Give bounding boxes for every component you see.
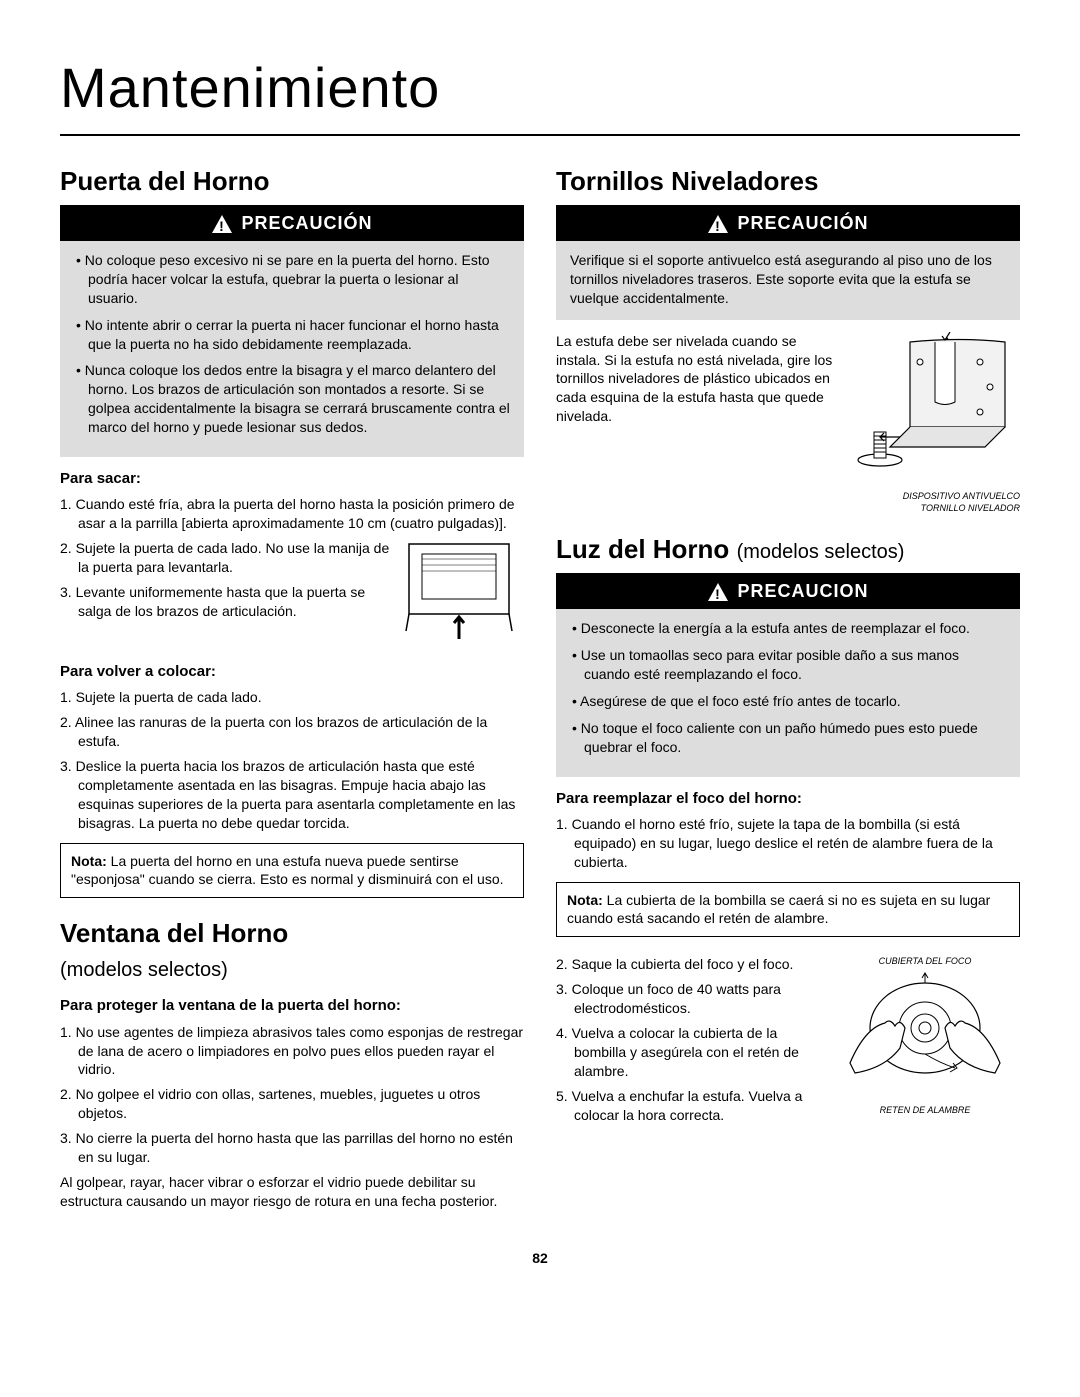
svg-text:!: ! <box>716 218 722 234</box>
protect-steps: No use agentes de limpieza abrasivos tal… <box>60 1023 524 1167</box>
oven-window-subtitle: (modelos selectos) <box>60 957 524 984</box>
oven-light-subtitle: (modelos selectos) <box>737 541 905 563</box>
caution-label: PRECAUCIÓN <box>241 211 372 235</box>
bulb-replace-heading: Para reemplazar el foco del horno: <box>556 789 1020 809</box>
illus-label-screw: TORNILLO NIVELADOR <box>556 502 1020 514</box>
caution-bar-light: ! PRECAUCION <box>556 573 1020 609</box>
note-text: La puerta del horno en una estufa nueva … <box>71 853 504 888</box>
step-item: Cuando esté fría, abra la puerta del hor… <box>60 495 524 533</box>
bulb-illustration-wrap: CUBIERTA DEL FOCO RETEN DE ALAMBRE <box>830 955 1020 1116</box>
note-box-bulb: Nota: La cubierta de la bombilla se caer… <box>556 882 1020 938</box>
step-item: No cierre la puerta del horno hasta que … <box>60 1129 524 1167</box>
caution-box-light: Desconecte la energía a la estufa antes … <box>556 609 1020 776</box>
note-label: Nota: <box>567 892 603 908</box>
note-label: Nota: <box>71 853 107 869</box>
window-footer-para: Al golpear, rayar, hacer vibrar o esforz… <box>60 1173 524 1211</box>
oven-light-title-text: Luz del Horno <box>556 534 729 564</box>
caution-box-oven-door: No coloque peso excesivo ni se pare en l… <box>60 241 524 457</box>
warning-triangle-icon: ! <box>707 579 729 603</box>
step-item: Sujete la puerta de cada lado. <box>60 688 524 707</box>
caution-item: No coloque peso excesivo ni se pare en l… <box>74 251 510 308</box>
remove-steps: Cuando esté fría, abra la puerta del hor… <box>60 495 524 533</box>
svg-text:!: ! <box>220 218 226 234</box>
step-item: Cuando el horno esté frío, sujete la tap… <box>556 815 1020 872</box>
caution-box-leveling: Verifique si el soporte antivuelco está … <box>556 241 1020 320</box>
bulb-illustration <box>830 968 1020 1098</box>
oven-door-title: Puerta del Horno <box>60 164 524 199</box>
warning-triangle-icon: ! <box>707 211 729 235</box>
illus-label-bulb-cover: CUBIERTA DEL FOCO <box>830 955 1020 967</box>
caution-label: PRECAUCION <box>737 579 868 603</box>
oven-door-illustration <box>404 539 524 644</box>
caution-item: Nunca coloque los dedos entre la bisagra… <box>74 361 510 437</box>
leveling-title: Tornillos Niveladores <box>556 164 1020 199</box>
caution-bar-leveling: ! PRECAUCIÓN <box>556 205 1020 241</box>
oven-light-title: Luz del Horno (modelos selectos) <box>556 532 1020 567</box>
svg-text:!: ! <box>716 586 722 602</box>
right-column: Tornillos Niveladores ! PRECAUCIÓN Verif… <box>556 164 1020 1219</box>
protect-heading: Para proteger la ventana de la puerta de… <box>60 996 524 1016</box>
caution-item: Asegúrese de que el foco esté frío antes… <box>570 692 1006 711</box>
bulb-step1: Cuando el horno esté frío, sujete la tap… <box>556 815 1020 872</box>
caution-label: PRECAUCIÓN <box>737 211 868 235</box>
step-item: Alinee las ranuras de la puerta con los … <box>60 713 524 751</box>
note-box-door: Nota: La puerta del horno en una estufa … <box>60 843 524 899</box>
page-title: Mantenimiento <box>60 50 1020 136</box>
caution-item: No intente abrir o cerrar la puerta ni h… <box>74 316 510 354</box>
warning-triangle-icon: ! <box>211 211 233 235</box>
step-item: Deslice la puerta hacia los brazos de ar… <box>60 757 524 833</box>
step-item: No use agentes de limpieza abrasivos tal… <box>60 1023 524 1080</box>
anti-tip-bracket-illustration <box>850 332 1020 482</box>
caution-bar-oven-door: ! PRECAUCIÓN <box>60 205 524 241</box>
illus-label-antitip: DISPOSITIVO ANTIVUELCO <box>556 490 1020 502</box>
left-column: Puerta del Horno ! PRECAUCIÓN No coloque… <box>60 164 524 1219</box>
two-column-layout: Puerta del Horno ! PRECAUCIÓN No coloque… <box>60 164 1020 1219</box>
oven-window-title: Ventana del Horno <box>60 916 524 951</box>
caution-item: No toque el foco caliente con un paño hú… <box>570 719 1006 757</box>
note-text: La cubierta de la bombilla se caerá si n… <box>567 892 990 927</box>
illus-label-wire-retainer: RETEN DE ALAMBRE <box>830 1104 1020 1116</box>
replace-steps: Sujete la puerta de cada lado. Alinee la… <box>60 688 524 832</box>
replace-heading: Para volver a colocar: <box>60 662 524 682</box>
step-item: No golpee el vidrio con ollas, sartenes,… <box>60 1085 524 1123</box>
caution-para: Verifique si el soporte antivuelco está … <box>570 251 1006 308</box>
remove-heading: Para sacar: <box>60 469 524 489</box>
caution-item: Use un tomaollas seco para evitar posibl… <box>570 646 1006 684</box>
caution-item: Desconecte la energía a la estufa antes … <box>570 619 1006 638</box>
page-number: 82 <box>60 1249 1020 1268</box>
